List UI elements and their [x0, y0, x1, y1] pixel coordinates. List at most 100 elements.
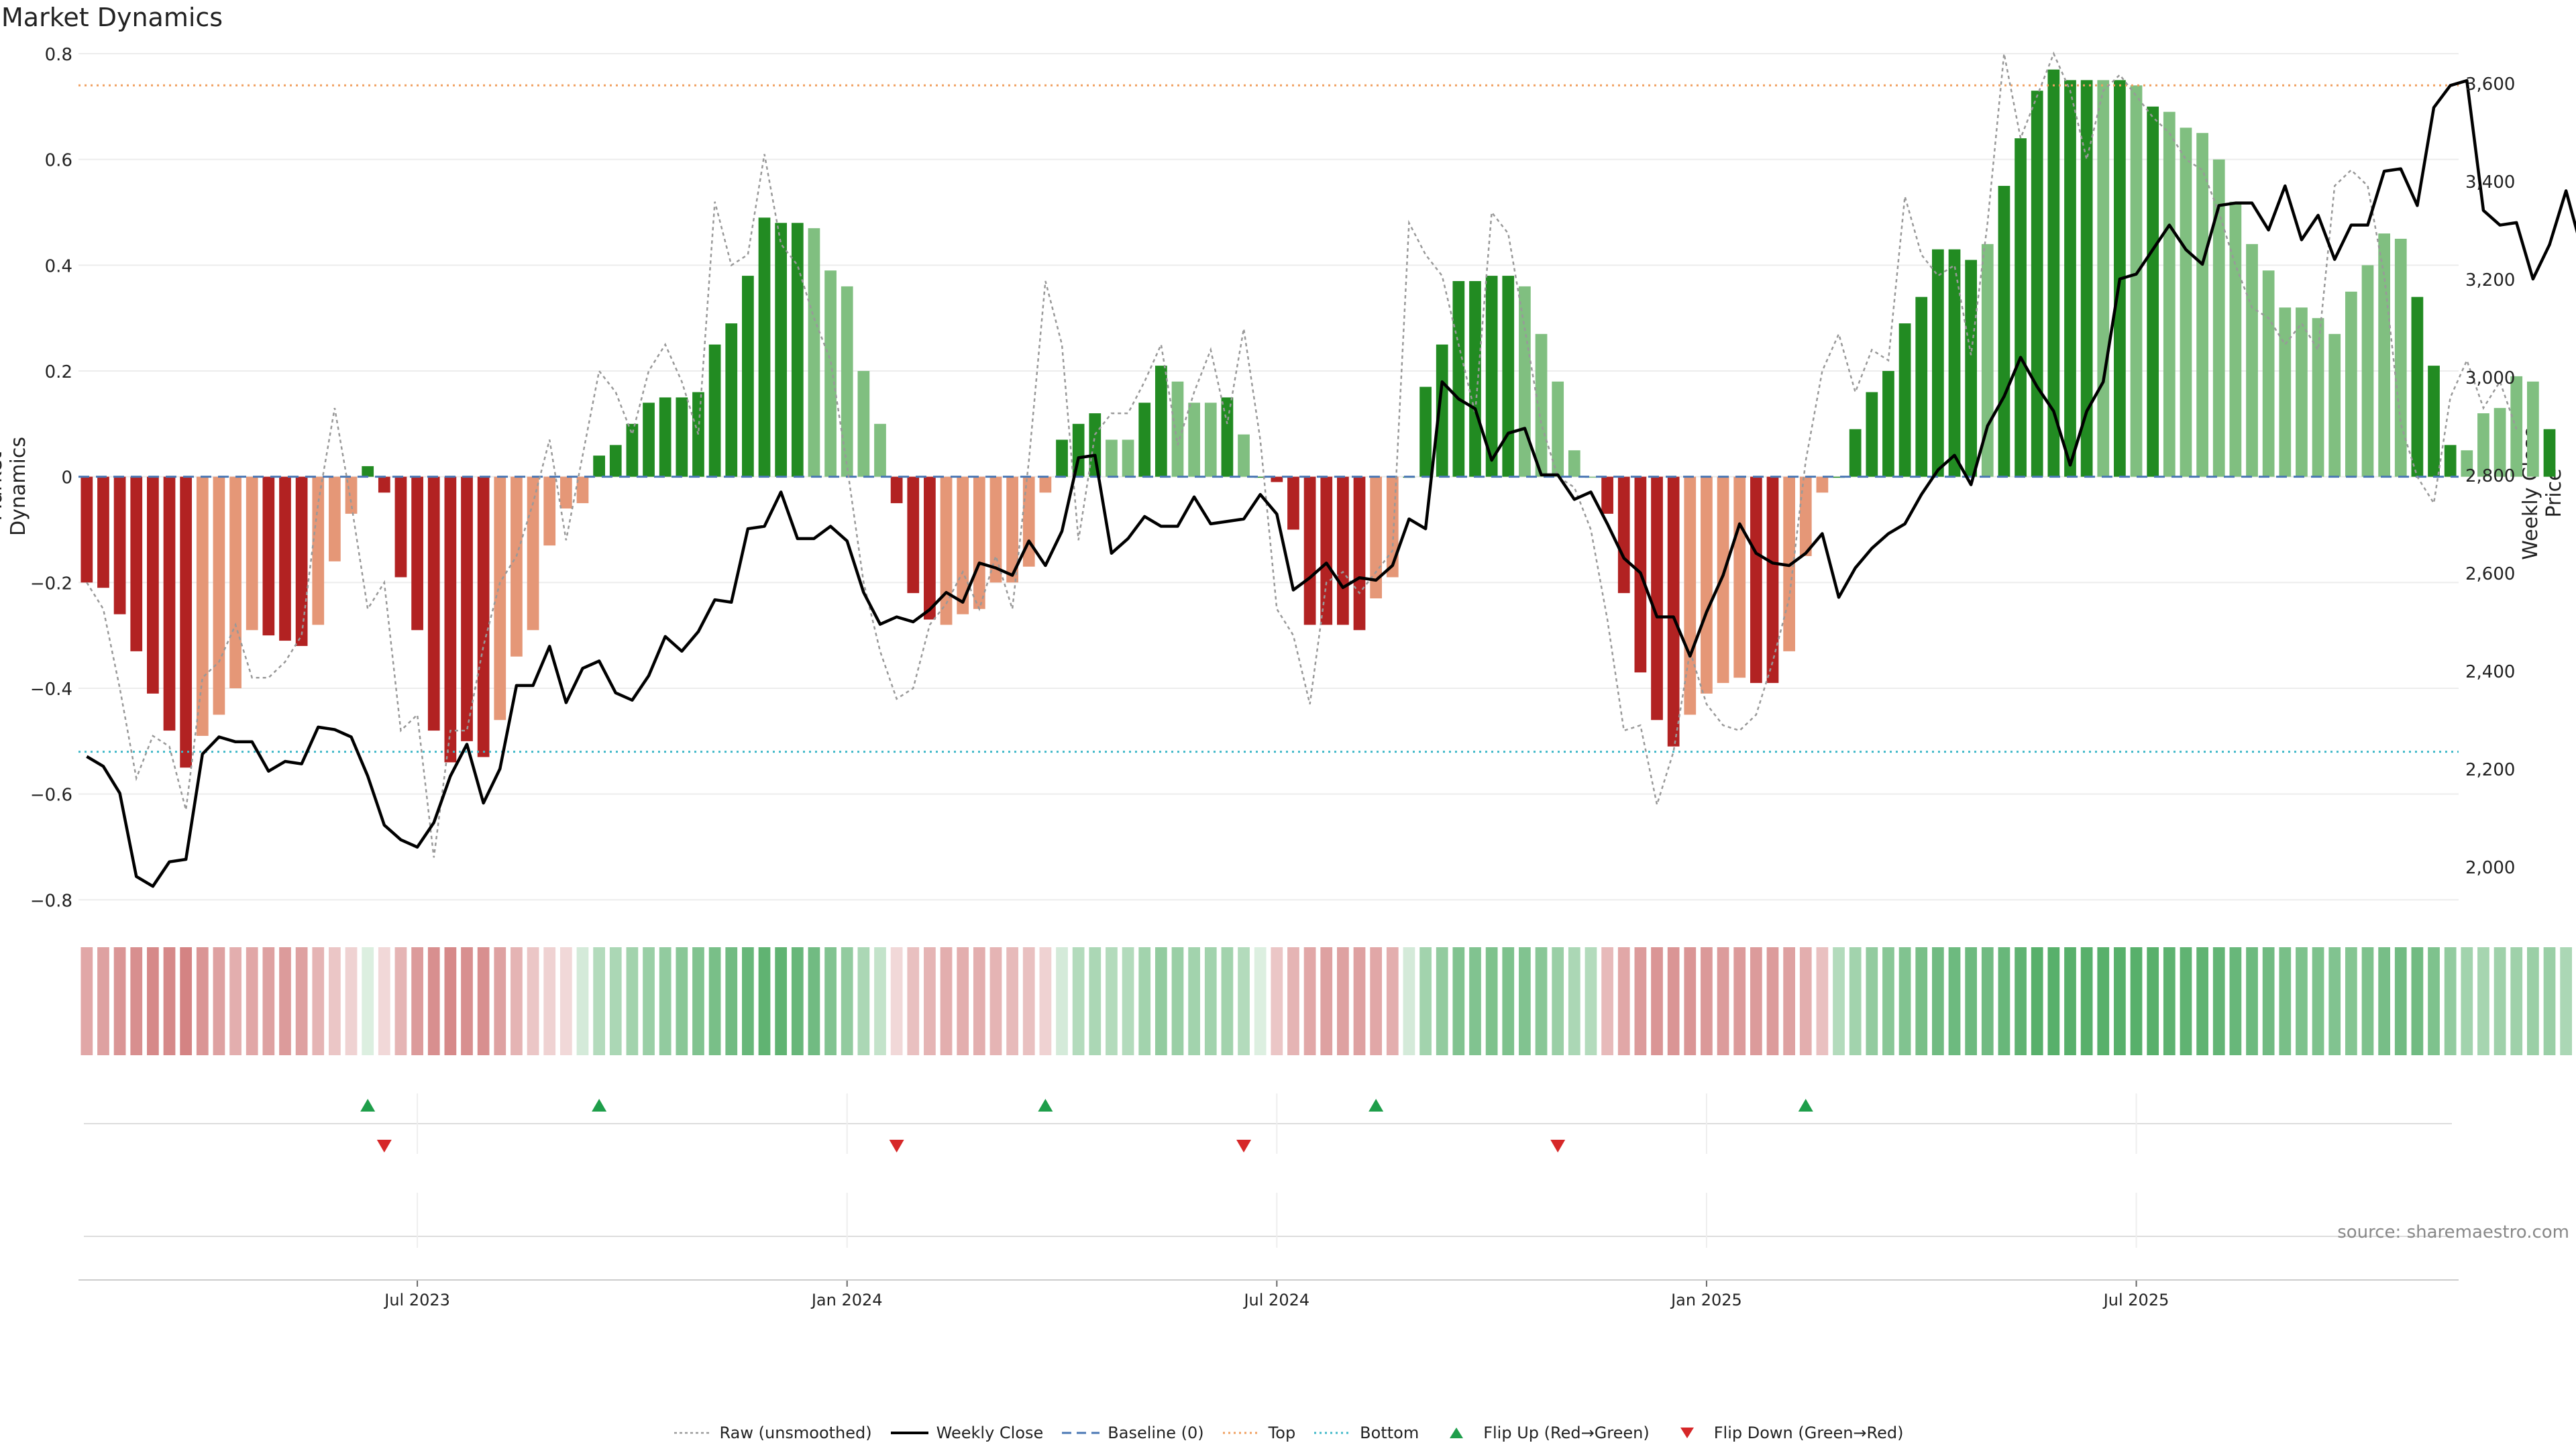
- dynamics-bar: [841, 286, 853, 477]
- shade-strip-cell: [2527, 947, 2539, 1055]
- dynamics-bar: [940, 476, 953, 625]
- dynamics-bar: [1601, 476, 1613, 514]
- dynamics-bar: [362, 466, 374, 477]
- dynamics-bar: [1188, 402, 1200, 477]
- flip-down-marker: [1236, 1140, 1252, 1152]
- shade-strip-cell: [758, 947, 771, 1055]
- dynamics-bar: [1799, 476, 1812, 556]
- dynamics-bar: [1221, 397, 1234, 477]
- shade-strip-cell: [329, 947, 341, 1055]
- dynamics-bar: [1898, 323, 1911, 477]
- dynamics-bar: [2493, 408, 2506, 477]
- dynamics-bar: [1436, 344, 1448, 477]
- shade-strip-cell: [1849, 947, 1862, 1055]
- dynamics-bar: [180, 476, 193, 768]
- dynamics-bar: [1717, 476, 1729, 684]
- dynamics-bar: [659, 397, 672, 477]
- legend-symbol: [1680, 1428, 1694, 1438]
- y-tick-label: −0.2: [30, 574, 72, 594]
- shade-strip-cell: [1006, 947, 1018, 1055]
- shade-strip-cell: [1386, 947, 1399, 1055]
- shade-strip-cell: [1122, 947, 1134, 1055]
- legend-label: Weekly Close: [936, 1424, 1044, 1442]
- dynamics-bar: [312, 476, 325, 625]
- shade-strip-cell: [2031, 947, 2043, 1055]
- shade-strip-cell: [2246, 947, 2258, 1055]
- lines-layer: [78, 51, 2576, 888]
- shade-strip-cell: [1766, 947, 1779, 1055]
- dynamics-bar: [708, 344, 721, 477]
- legend-item: Raw (unsmoothed): [673, 1424, 872, 1442]
- shade-strip-cell: [1932, 947, 1944, 1055]
- shade-strip-cell: [1106, 947, 1118, 1055]
- dynamics-bar: [758, 217, 771, 477]
- dynamics-bar: [874, 423, 886, 477]
- shade-strip-cell: [1452, 947, 1465, 1055]
- dynamics-bar: [1254, 476, 1267, 478]
- shade-strip-cell: [2493, 947, 2506, 1055]
- legend-symbol: [1450, 1428, 1464, 1438]
- dynamics-bar: [461, 476, 473, 741]
- shade-strip-cell: [2378, 947, 2390, 1055]
- shade-strip-cell: [1502, 947, 1515, 1055]
- y2-tick-label: 2,600: [2465, 564, 2515, 584]
- shade-strip-cell: [2510, 947, 2523, 1055]
- dynamics-bar: [2527, 381, 2539, 477]
- shade-strip-cell: [676, 947, 688, 1055]
- dynamics-bar: [2361, 265, 2374, 477]
- dynamics-bar: [2428, 366, 2440, 477]
- shade-strip-cell: [130, 947, 143, 1055]
- legend-flip-down-symbol: [1680, 1428, 1694, 1438]
- shade-strip-cell: [2262, 947, 2275, 1055]
- dynamics-bars: [80, 69, 2556, 768]
- dynamics-bar: [1303, 476, 1316, 625]
- shade-strip-cell: [1204, 947, 1217, 1055]
- shade-strip-cell: [890, 947, 903, 1055]
- shade-strip-cell: [1238, 947, 1250, 1055]
- dynamics-bar: [924, 476, 936, 620]
- shade-strip-cell: [659, 947, 672, 1055]
- chart-title: Market Dynamics: [1, 3, 223, 32]
- dynamics-bar: [676, 397, 688, 477]
- shade-strip-cell: [1833, 947, 1845, 1055]
- dynamics-bar: [511, 476, 523, 657]
- shade-strip-cell: [1303, 947, 1316, 1055]
- dynamics-bar: [411, 476, 423, 631]
- shade-strip-cell: [362, 947, 374, 1055]
- y-tick-label: 0.8: [45, 45, 72, 65]
- dynamics-bar: [527, 476, 539, 631]
- y-tick-label: 0.6: [45, 151, 72, 171]
- dynamics-bar: [262, 476, 275, 636]
- shade-strip-cell: [163, 947, 176, 1055]
- shade-strip-cell: [1799, 947, 1812, 1055]
- legend-symbol: [1314, 1432, 1352, 1434]
- shade-strip-cell: [957, 947, 969, 1055]
- dynamics-bar: [1204, 402, 1217, 477]
- dynamics-bar: [427, 476, 440, 731]
- dynamics-bar: [1750, 476, 1762, 684]
- legend-label: Bottom: [1360, 1424, 1419, 1442]
- legend: Raw (unsmoothed) Weekly Close Baseline (0)…: [0, 1424, 2576, 1442]
- shade-strip-cell: [940, 947, 953, 1055]
- dynamics-bar: [626, 423, 639, 477]
- dynamics-bar: [1849, 429, 1862, 477]
- shade-strip-cell: [494, 947, 506, 1055]
- shade-strip-cell: [2196, 947, 2208, 1055]
- dynamics-bar: [1948, 249, 1961, 477]
- shade-strip-cell: [857, 947, 870, 1055]
- shade-strip-cell: [1039, 947, 1052, 1055]
- shade-strip-cell: [1866, 947, 1878, 1055]
- flip-down-marker: [889, 1140, 904, 1152]
- shade-strip-cell: [2130, 947, 2143, 1055]
- flip-down-marker: [376, 1140, 392, 1152]
- y-tick-label: 0: [61, 468, 72, 488]
- dynamics-bar: [2262, 270, 2275, 477]
- legend-label: Baseline (0): [1108, 1424, 1204, 1442]
- shade-strip-cell: [1535, 947, 1548, 1055]
- shade-strip-cell: [1436, 947, 1448, 1055]
- dynamics-bar: [329, 476, 341, 561]
- dynamics-bar: [559, 476, 572, 508]
- flip-up-marker: [360, 1099, 376, 1112]
- dynamics-bar: [1915, 297, 1928, 477]
- legend-label: Raw (unsmoothed): [719, 1424, 872, 1442]
